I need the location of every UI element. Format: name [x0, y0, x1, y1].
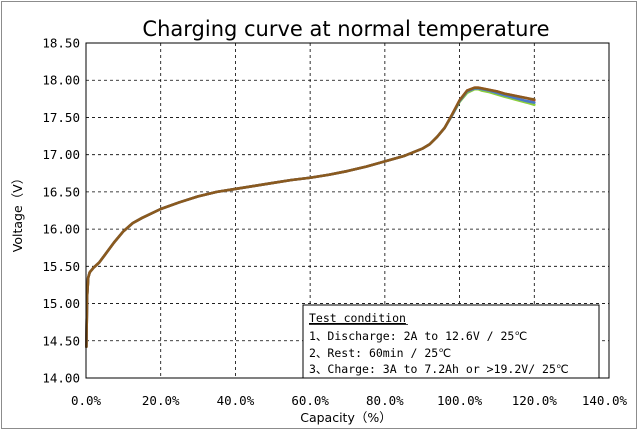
test-condition-box: Test condition 1、Discharge: 2A to 12.6V … — [302, 304, 600, 379]
y-tick-label: 14.50 — [42, 333, 80, 348]
chart-title: Charging curve at normal temperature — [142, 17, 549, 41]
series-line-brown — [85, 86, 536, 349]
y-tick-label: 14.00 — [42, 371, 80, 386]
y-tick-label: 16.00 — [42, 222, 80, 237]
x-tick-label: 140.0% — [582, 393, 628, 408]
y-tick-label: 17.50 — [42, 110, 80, 125]
annotation-box — [302, 304, 600, 379]
y-tick-label: 16.50 — [42, 184, 80, 199]
y-tick-label: 17.00 — [42, 147, 80, 162]
series-lines — [85, 86, 536, 349]
y-axis-label: Voltage（V） — [10, 172, 25, 252]
x-tick-label: 20.0% — [142, 393, 180, 408]
x-tick-label: 80.0% — [366, 393, 404, 408]
annotation-line-3: 3、Charge: 3A to 7.2Ah or >19.2V/ 25℃ — [309, 362, 569, 376]
x-axis-label: Capacity（%） — [300, 410, 392, 425]
x-tick-label: 120.0% — [512, 393, 558, 408]
y-tick-label: 15.50 — [42, 259, 80, 274]
annotation-heading: Test condition — [309, 311, 406, 325]
y-tick-label: 18.50 — [42, 36, 80, 51]
x-tick-label: 40.0% — [217, 393, 255, 408]
y-tick-label: 18.00 — [42, 73, 80, 88]
x-tick-label: 60.0% — [291, 393, 329, 408]
y-tick-labels: 14.00 14.50 15.00 15.50 16.00 16.50 17.00 17.50… — [42, 36, 80, 386]
y-tick-label: 15.00 — [42, 296, 80, 311]
x-tick-label: 0.0% — [71, 393, 102, 408]
x-tick-label: 100.0% — [437, 393, 483, 408]
x-tick-labels: 0.0% 20.0% 40.0% 60.0% 80.0% 100.0% 120.0% 140.… — [71, 393, 628, 408]
annotation-line-2: 2、Rest: 60min / 25℃ — [309, 346, 451, 360]
annotation-line-1: 1、Discharge: 2A to 12.6V / 25℃ — [309, 329, 527, 343]
